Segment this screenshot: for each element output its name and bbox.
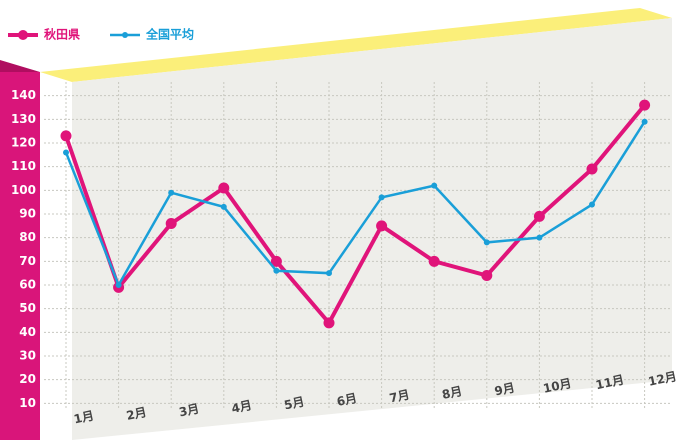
series-line <box>64 121 646 288</box>
x-tick-label: 9月 <box>493 381 516 399</box>
top-band <box>40 8 672 82</box>
y-tick-label: 130 <box>11 112 36 126</box>
x-tick-label: 8月 <box>441 384 464 402</box>
y-tick-label: 10 <box>19 396 36 410</box>
x-tick-label: 5月 <box>283 395 306 413</box>
data-point <box>378 194 385 201</box>
y-tick-label: 20 <box>19 372 36 386</box>
data-point <box>168 189 175 196</box>
y-tick-label: 80 <box>19 230 36 244</box>
y-tick-label: 50 <box>19 301 36 315</box>
x-tick-label: 11月 <box>594 373 625 393</box>
x-tick-label: 7月 <box>388 388 411 406</box>
x-tick-label: 4月 <box>230 398 253 416</box>
data-point <box>483 239 490 246</box>
axis-band <box>0 72 40 440</box>
data-point <box>326 270 332 277</box>
x-tick-label: 6月 <box>335 391 358 409</box>
data-point <box>431 182 438 189</box>
y-tick-label: 60 <box>19 278 36 292</box>
data-point <box>533 210 545 222</box>
x-tick-label: 12月 <box>647 369 678 389</box>
data-point <box>60 130 72 142</box>
data-point <box>218 182 230 194</box>
data-point <box>115 282 122 288</box>
data-point <box>481 270 493 282</box>
y-tick-label: 40 <box>19 325 36 339</box>
y-tick-label: 120 <box>11 136 36 150</box>
y-tick-label: 110 <box>11 159 36 173</box>
x-tick-label: 10月 <box>542 376 573 396</box>
data-point <box>536 234 543 241</box>
data-point <box>323 317 335 329</box>
plot-background <box>72 18 672 440</box>
data-point <box>165 217 177 229</box>
y-tick-label: 90 <box>19 207 36 221</box>
data-point <box>428 255 440 267</box>
data-point <box>589 201 595 208</box>
data-point <box>639 99 651 111</box>
data-point <box>641 118 648 125</box>
y-tick-label: 70 <box>19 254 36 268</box>
series-line <box>64 103 647 327</box>
y-tick-label: 140 <box>11 88 36 102</box>
legend: 秋田県 全国平均 <box>8 27 194 42</box>
data-point <box>376 220 388 232</box>
legend-marker <box>18 30 28 40</box>
data-point <box>586 163 598 175</box>
data-point <box>63 149 69 156</box>
y-tick-label: 30 <box>19 349 36 363</box>
legend-marker <box>122 32 129 38</box>
data-point <box>270 255 282 267</box>
x-tick-label: 2月 <box>125 405 148 423</box>
x-tick-label: 3月 <box>178 402 201 420</box>
legend-label: 全国平均 <box>145 27 194 42</box>
y-tick-label: 100 <box>11 183 36 197</box>
axis-band-top <box>0 60 40 72</box>
data-point <box>220 203 227 210</box>
data-point <box>273 267 280 274</box>
legend-label: 秋田県 <box>44 27 80 42</box>
x-tick-label: 1月 <box>72 409 95 427</box>
